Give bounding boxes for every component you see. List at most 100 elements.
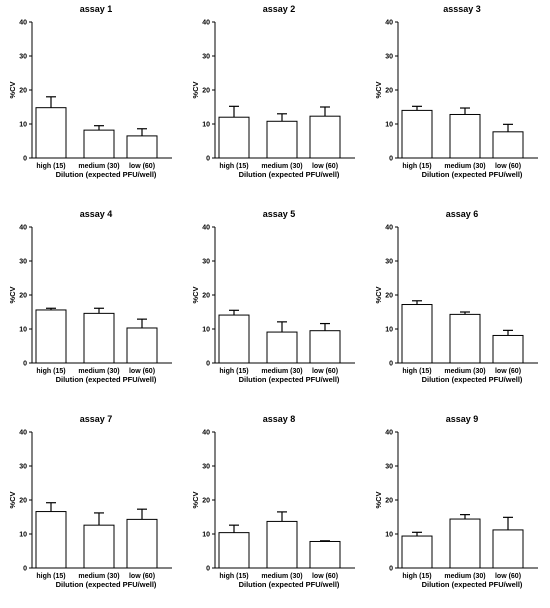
bar-1 (218, 532, 250, 569)
y-axis-label: %CV (191, 81, 200, 98)
y-tick-label: 0 (206, 361, 210, 368)
x-axis-label: Dilution (expected PFU/well) (56, 580, 157, 589)
chart-title: assay 4 (80, 209, 113, 219)
chart-svg: assay 8 0 10 20 30 40 %CV high (15) medium (30) l… (191, 414, 355, 589)
bar-1 (35, 107, 67, 159)
y-tick-label: 20 (385, 293, 393, 300)
x-tick-label: high (15) (36, 368, 65, 375)
bar-1 (35, 309, 67, 364)
bar-1 (218, 314, 250, 364)
y-axis-label: %CV (8, 81, 17, 98)
bar-2 (266, 520, 298, 569)
bar-2 (449, 313, 481, 364)
bar-3 (492, 529, 524, 569)
y-tick-label: 30 (19, 259, 27, 266)
bar-2 (83, 129, 115, 159)
chart-panel-assay-6: assay 6 0 10 20 30 40 %CV high (15) medium (30) l… (366, 205, 549, 403)
y-axis-label: %CV (191, 286, 200, 303)
chart-title: assay 2 (263, 4, 296, 14)
bar-2 (266, 120, 298, 159)
bar-3 (309, 540, 341, 569)
x-tick-label: medium (30) (78, 573, 119, 580)
y-tick-label: 0 (23, 361, 27, 368)
y-axis-label: %CV (374, 491, 383, 508)
y-tick-label: 30 (385, 259, 393, 266)
y-tick-label: 30 (19, 54, 27, 61)
y-tick-label: 30 (202, 259, 210, 266)
x-tick-label: low (60) (312, 163, 338, 170)
y-tick-label: 20 (202, 293, 210, 300)
chart-grid: assay 1 0 10 20 30 40 %CV high (15) medium (30) l… (0, 0, 549, 589)
y-tick-label: 10 (385, 122, 393, 129)
chart-title: assay 9 (446, 414, 479, 424)
y-tick-label: 30 (202, 464, 210, 471)
chart-svg: assay 7 0 10 20 30 40 %CV high (15) medium (30) l… (8, 414, 172, 589)
y-axis-label: %CV (374, 286, 383, 303)
x-tick-label: low (60) (495, 573, 521, 580)
y-tick-label: 10 (385, 532, 393, 539)
y-tick-label: 10 (385, 327, 393, 334)
x-tick-label: medium (30) (444, 368, 485, 375)
bar-1 (401, 304, 433, 364)
bar-1 (401, 535, 433, 569)
y-tick-label: 40 (385, 430, 393, 437)
x-axis-label: Dilution (expected PFU/well) (56, 375, 157, 384)
y-tick-label: 0 (23, 156, 27, 163)
y-tick-label: 10 (202, 327, 210, 334)
chart-title: assay 5 (263, 209, 296, 219)
y-axis-label: %CV (191, 491, 200, 508)
chart-title: assay 7 (80, 414, 113, 424)
bar-1 (401, 109, 433, 159)
bar-3 (126, 327, 158, 364)
x-axis-label: Dilution (expected PFU/well) (56, 170, 157, 179)
bar-2 (266, 331, 298, 364)
x-tick-label: low (60) (312, 573, 338, 580)
y-tick-label: 20 (202, 88, 210, 95)
x-tick-label: high (15) (402, 163, 431, 170)
x-tick-label: low (60) (129, 368, 155, 375)
y-tick-label: 40 (385, 225, 393, 232)
x-tick-label: medium (30) (78, 163, 119, 170)
y-tick-label: 30 (385, 464, 393, 471)
y-tick-label: 40 (202, 20, 210, 27)
x-axis-label: Dilution (expected PFU/well) (239, 580, 340, 589)
x-tick-label: high (15) (219, 368, 248, 375)
bar-3 (309, 330, 341, 364)
chart-title: assay 8 (263, 414, 296, 424)
chart-title: assay 1 (80, 4, 113, 14)
y-tick-label: 20 (385, 88, 393, 95)
y-tick-label: 40 (202, 430, 210, 437)
y-tick-label: 40 (202, 225, 210, 232)
y-tick-label: 0 (206, 156, 210, 163)
y-tick-label: 30 (202, 54, 210, 61)
x-tick-label: high (15) (36, 163, 65, 170)
y-tick-label: 40 (19, 225, 27, 232)
bar-2 (449, 518, 481, 569)
y-axis-label: %CV (374, 81, 383, 98)
chart-svg: assay 4 0 10 20 30 40 %CV high (15) medium (30) l… (8, 209, 172, 384)
y-tick-label: 10 (19, 532, 27, 539)
bar-2 (83, 312, 115, 364)
y-tick-label: 30 (385, 54, 393, 61)
y-tick-label: 20 (202, 498, 210, 505)
x-tick-label: high (15) (402, 573, 431, 580)
y-tick-label: 0 (389, 361, 393, 368)
bar-3 (492, 334, 524, 364)
chart-panel-assay-1: assay 1 0 10 20 30 40 %CV high (15) medium (30) l… (0, 0, 183, 198)
chart-title: asssay 3 (443, 4, 481, 14)
x-tick-label: low (60) (129, 573, 155, 580)
x-tick-label: low (60) (495, 368, 521, 375)
chart-svg: assay 6 0 10 20 30 40 %CV high (15) medium (30) l… (374, 209, 538, 384)
y-tick-label: 40 (385, 20, 393, 27)
chart-panel-assay-2: assay 2 0 10 20 30 40 %CV high (15) medium (30) l… (183, 0, 366, 198)
chart-svg: asssay 3 0 10 20 30 40 %CV high (15) medium (30)… (374, 4, 538, 179)
chart-title: assay 6 (446, 209, 479, 219)
x-tick-label: high (15) (219, 163, 248, 170)
y-tick-label: 10 (202, 122, 210, 129)
y-tick-label: 30 (19, 464, 27, 471)
x-tick-label: medium (30) (261, 368, 302, 375)
y-tick-label: 20 (19, 88, 27, 95)
x-axis-label: Dilution (expected PFU/well) (239, 170, 340, 179)
y-axis-label: %CV (8, 491, 17, 508)
chart-svg: assay 2 0 10 20 30 40 %CV high (15) medium (30) l… (191, 4, 355, 179)
